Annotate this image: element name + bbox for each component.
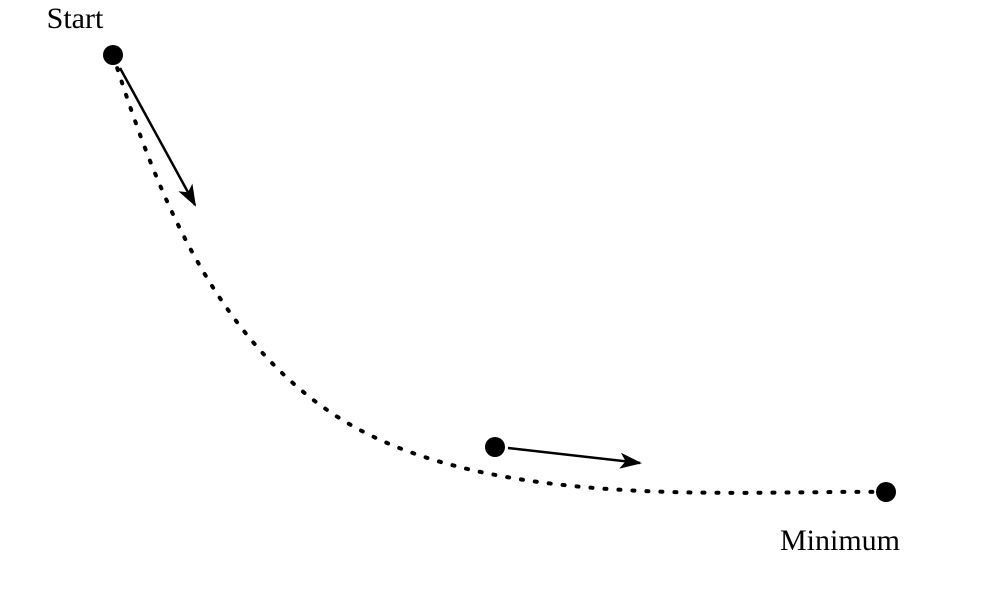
node-mid [485, 437, 505, 457]
diagram-canvas: Start Minimum [0, 0, 989, 612]
label-start: Start [47, 2, 104, 35]
node-start [103, 45, 123, 65]
nodes [103, 45, 896, 502]
label-min: Minimum [780, 524, 900, 557]
gradient-arrow [508, 448, 640, 463]
labels: Start Minimum [47, 2, 900, 557]
node-min [876, 482, 896, 502]
trajectory-path [113, 55, 886, 493]
gradient-arrow [120, 68, 195, 205]
